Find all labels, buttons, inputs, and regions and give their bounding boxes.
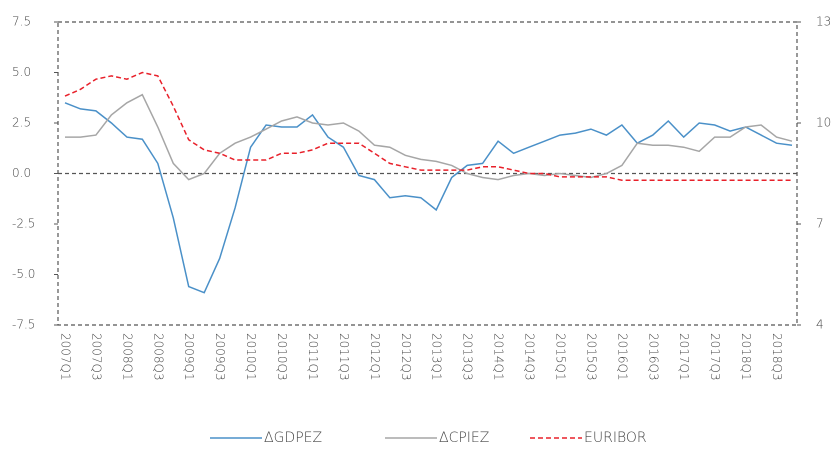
- y2-tick-label: 13: [816, 15, 831, 29]
- x-tick-label: 2016Q1: [615, 333, 629, 381]
- x-tick-label: 2014Q1: [492, 333, 506, 381]
- x-tick-label: 2018Q3: [770, 333, 784, 381]
- x-tick-label: 2012Q3: [399, 333, 413, 381]
- x-tick-label: 2017Q3: [708, 333, 722, 381]
- series-line: [65, 93, 793, 181]
- legend-label: ΔCPIEZ: [439, 430, 489, 446]
- series-line: [64, 102, 793, 294]
- x-tick-label: 2007Q1: [59, 333, 73, 381]
- x-tick-label: 2012Q1: [368, 333, 382, 381]
- y-tick-label: -2.5: [12, 217, 35, 231]
- y-tick-label: -7.5: [12, 318, 35, 332]
- x-tick-label: 2011Q1: [306, 333, 320, 381]
- y-tick-label: 2.5: [12, 116, 31, 130]
- x-tick-label: 2017Q1: [677, 333, 691, 381]
- x-tick-label: 2010Q3: [275, 333, 289, 381]
- y-tick-label: 0.0: [12, 166, 31, 180]
- y-tick-label: -5.0: [12, 267, 35, 281]
- plot-frame: [57, 21, 798, 326]
- legend-label: EURIBOR: [584, 430, 647, 446]
- x-tick-label: 2016Q3: [646, 333, 660, 381]
- y2-tick-label: 4: [816, 318, 824, 332]
- x-tick-label: 2013Q1: [430, 333, 444, 381]
- x-tick-label: 2007Q3: [89, 333, 103, 381]
- x-tick-label: 2010Q1: [244, 333, 258, 381]
- y2-tick-label: 7: [816, 217, 824, 231]
- x-tick-label: 2008Q1: [120, 333, 134, 381]
- y-tick-label: 5.0: [12, 65, 31, 79]
- x-tick-label: 2015Q1: [553, 333, 567, 381]
- x-tick-label: 2018Q1: [739, 333, 753, 381]
- x-tick-label: 2009Q3: [213, 333, 227, 381]
- x-tick-label: 2009Q1: [182, 333, 196, 381]
- x-tick-label: 2011Q3: [337, 333, 351, 381]
- x-tick-label: 2008Q3: [151, 333, 165, 381]
- legend-label: ΔGDPEZ: [264, 430, 322, 446]
- x-tick-label: 2013Q3: [461, 333, 475, 381]
- y2-tick-label: 10: [816, 116, 831, 130]
- series-line: [64, 71, 792, 181]
- y-tick-label: 7.5: [12, 15, 31, 29]
- x-tick-label: 2014Q3: [523, 333, 537, 381]
- x-tick-label: 2015Q3: [584, 333, 598, 381]
